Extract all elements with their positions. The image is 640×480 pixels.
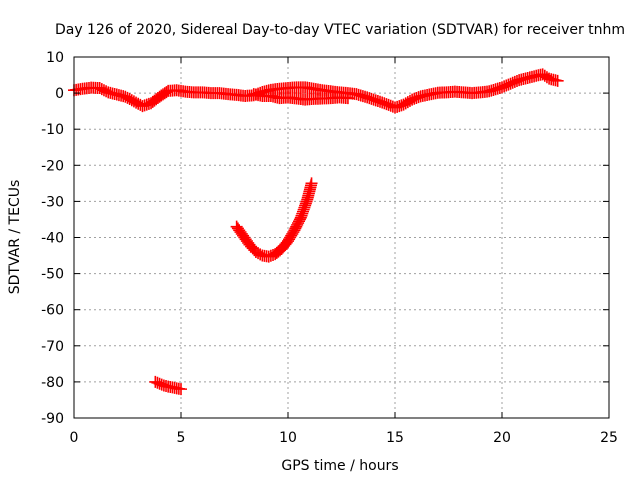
grid-lines — [74, 57, 609, 418]
x-tick-label: 25 — [600, 430, 618, 446]
y-tick-label: -30 — [41, 194, 64, 210]
data-marker — [401, 96, 414, 109]
x-tick-label: 15 — [386, 430, 404, 446]
data-marker — [264, 249, 277, 262]
data-marker — [172, 382, 185, 395]
data-marker — [123, 93, 136, 106]
y-tick-label: -40 — [41, 231, 64, 247]
data-points — [68, 68, 564, 396]
data-marker — [246, 242, 259, 255]
data-marker — [132, 97, 145, 110]
data-marker — [97, 84, 110, 97]
y-tick-label: 0 — [55, 86, 64, 102]
data-marker — [305, 179, 318, 192]
y-tick-label: -90 — [41, 411, 64, 427]
chart-title: Day 126 of 2020, Sidereal Day-to-day VTE… — [55, 22, 625, 38]
data-marker — [339, 91, 352, 104]
x-tick-label: 0 — [70, 430, 79, 446]
series-dip-segment — [230, 177, 318, 263]
x-tick-label: 10 — [279, 430, 297, 446]
data-marker — [380, 98, 393, 111]
y-tick-label: -70 — [41, 339, 64, 355]
series-low-segment — [149, 375, 187, 396]
data-marker — [278, 239, 291, 252]
x-tick-label: 5 — [177, 430, 186, 446]
y-tick-label: -80 — [41, 375, 64, 391]
data-marker — [500, 79, 513, 92]
series-main-track — [68, 68, 564, 114]
data-marker — [538, 69, 551, 82]
data-marker — [549, 74, 562, 87]
x-axis-label: GPS time / hours — [281, 458, 398, 474]
y-tick-label: -50 — [41, 267, 64, 283]
data-marker — [293, 215, 306, 228]
data-marker — [286, 227, 299, 240]
axes: 0 5 10 15 20 25 10 0 -10 -20 -30 -40 -50 -60 -70 -80 -90 — [41, 50, 618, 446]
series-main-track-lower — [247, 88, 354, 106]
y-tick-label: -10 — [41, 122, 64, 138]
y-axis-label: SDTVAR / TECUs — [7, 180, 23, 295]
y-tick-label: -60 — [41, 303, 64, 319]
y-tick-label: -20 — [41, 158, 64, 174]
data-marker — [158, 87, 171, 100]
data-marker — [410, 91, 423, 104]
x-tick-label: 20 — [493, 430, 511, 446]
data-marker — [252, 247, 265, 260]
data-marker — [508, 75, 521, 88]
y-tick-label: 10 — [46, 50, 64, 66]
